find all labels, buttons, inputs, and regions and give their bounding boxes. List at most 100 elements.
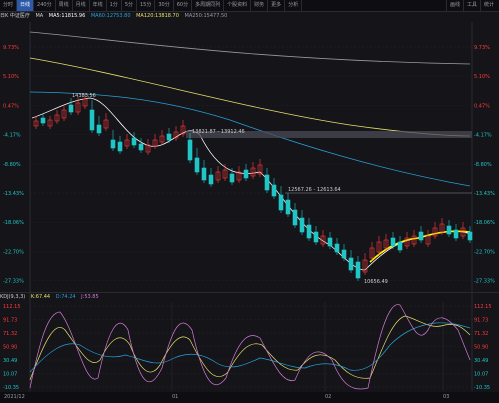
tab-period-3[interactable]: 周线 — [56, 0, 73, 11]
tab-period-13[interactable]: 财务 — [251, 0, 269, 11]
candle-body — [166, 133, 172, 141]
price-axis-right-label: -18.06% — [474, 220, 495, 226]
candle-body — [201, 167, 207, 181]
tab-period-6[interactable]: 1分 — [107, 0, 122, 11]
candle-body — [222, 169, 228, 179]
candle-body — [110, 139, 116, 149]
candle-body — [124, 139, 130, 147]
ma5-value: MA5:11815.96 — [48, 13, 86, 19]
tab-tool-1[interactable]: 工具 — [462, 0, 480, 11]
price-axis-right-label: -22.70% — [474, 249, 495, 255]
candle-body — [411, 235, 417, 245]
candle-body — [446, 225, 452, 235]
candle-body — [432, 227, 438, 237]
candle-body — [467, 231, 473, 241]
candle-body — [292, 209, 298, 226]
candle-body — [313, 231, 319, 243]
candle-body — [334, 243, 340, 253]
price-axis-right-label: 9.73% — [474, 45, 490, 51]
kdj-axis-right-label: 30.49 — [474, 358, 488, 364]
price-axis-left-label: 0.47% — [3, 103, 19, 109]
kdj-axis-right-label: 10.07 — [474, 372, 488, 378]
tab-period-5[interactable]: 年线 — [90, 0, 107, 11]
tab-period-14[interactable]: 更多 — [268, 0, 286, 11]
candle-body — [306, 224, 312, 239]
tab-tool-2[interactable]: 统计 — [479, 0, 497, 11]
kdj-axis-left-label: -10.35 — [3, 385, 19, 391]
price-axis-right-label: 0.47% — [474, 103, 490, 109]
candle-body — [397, 241, 403, 251]
candle-body — [285, 199, 291, 215]
candle-body — [145, 144, 151, 153]
kdj-axis-right-label: 112.15 — [474, 304, 492, 310]
candle-body — [264, 174, 270, 191]
kdj-axis-left-label: 112.15 — [3, 304, 21, 310]
candle-body — [215, 171, 221, 181]
candle-body — [362, 259, 368, 273]
candle-body — [453, 229, 459, 239]
candle-body — [40, 117, 46, 124]
price-axis-left-label: -13.43% — [3, 191, 24, 197]
tab-period-11[interactable]: 多周期同列 — [192, 0, 225, 11]
tab-period-10[interactable]: 60分 — [174, 0, 193, 11]
kdj-axis-right-label: 91.73 — [474, 318, 488, 324]
annotation-band2: 12567.26 - 12613.64 — [288, 187, 341, 193]
annotation-band1: 13821.87 - 13912.46 — [192, 129, 245, 135]
tab-period-4[interactable]: 月线 — [73, 0, 90, 11]
tab-period-8[interactable]: 15分 — [137, 0, 156, 11]
candle-body — [75, 102, 81, 113]
candle-body — [355, 261, 361, 279]
kdj-axis-right-label: 50.90 — [474, 345, 488, 351]
price-axis-left-label: -22.70% — [3, 249, 24, 255]
price-axis-left-label: -27.33% — [3, 279, 24, 285]
candle-body — [117, 141, 123, 152]
kdj-j-value: J:53.85 — [81, 294, 99, 300]
date-axis: 2021/12 01 02 03 — [0, 392, 499, 403]
candle-body — [229, 173, 235, 183]
candle-body — [54, 114, 60, 122]
candle-body — [418, 231, 424, 241]
kdj-k-value: K:67.44 — [30, 294, 51, 300]
tab-period-12[interactable]: 个股资料 — [224, 0, 252, 11]
date-label-2: 02 — [325, 394, 332, 400]
kdj-d-line — [29, 322, 471, 373]
tab-period-7[interactable]: 5分 — [122, 0, 137, 11]
price-axis-right-label: -13.43% — [474, 191, 495, 197]
kdj-title: KDJ(9,3,3) — [0, 294, 26, 300]
ma-label[interactable]: MA — [35, 13, 44, 19]
period-toolbar: 分时 日线 240分 周线 月线 年线 1分 5分 15分 30分 60分 多周期同列 个股资料 财务 更多… — [0, 0, 499, 12]
ma60-line — [29, 91, 471, 187]
kdj-axis-left-label: 10.07 — [3, 372, 17, 378]
candle-body — [250, 167, 256, 177]
candle-body — [299, 217, 305, 233]
tab-period-2[interactable]: 240分 — [34, 0, 56, 11]
candle-body — [383, 239, 389, 249]
price-axis-right-label: -8.80% — [474, 162, 492, 168]
chart-title: 日K 中证医疗 — [0, 13, 30, 19]
price-axis-left-label: 5.10% — [3, 74, 19, 80]
candle-body — [278, 194, 284, 211]
resistance-band — [186, 131, 472, 138]
tab-period-1[interactable]: 日线 — [17, 0, 35, 11]
candle-body — [320, 235, 326, 245]
ma250-line — [29, 31, 471, 65]
tab-period-0[interactable]: 分时 — [0, 0, 18, 11]
kdj-d-value: D:74.24 — [55, 294, 76, 300]
kdj-legend: KDJ(9,3,3) K:67.44 D:74.24 J:53.85 — [0, 292, 499, 302]
tab-period-9[interactable]: 30分 — [155, 0, 174, 11]
kdj-axis-left-label: 50.90 — [3, 345, 17, 351]
candle-body — [187, 139, 193, 161]
candle-body — [460, 227, 466, 237]
price-axis-right-label: 5.10% — [474, 74, 490, 80]
tab-tool-0[interactable]: 画线 — [445, 0, 463, 11]
tab-period-15[interactable]: 分析 — [285, 0, 303, 11]
candle-body — [47, 119, 53, 127]
candle-body — [33, 120, 39, 127]
candle-body — [173, 131, 179, 139]
candle-body — [404, 237, 410, 247]
toolbar-right: 画线 工具 统计 — [445, 0, 497, 11]
candle-body — [68, 104, 74, 113]
annotation-low: 10656.49 — [364, 279, 388, 285]
price-axis-right-label: -27.33% — [474, 279, 495, 285]
